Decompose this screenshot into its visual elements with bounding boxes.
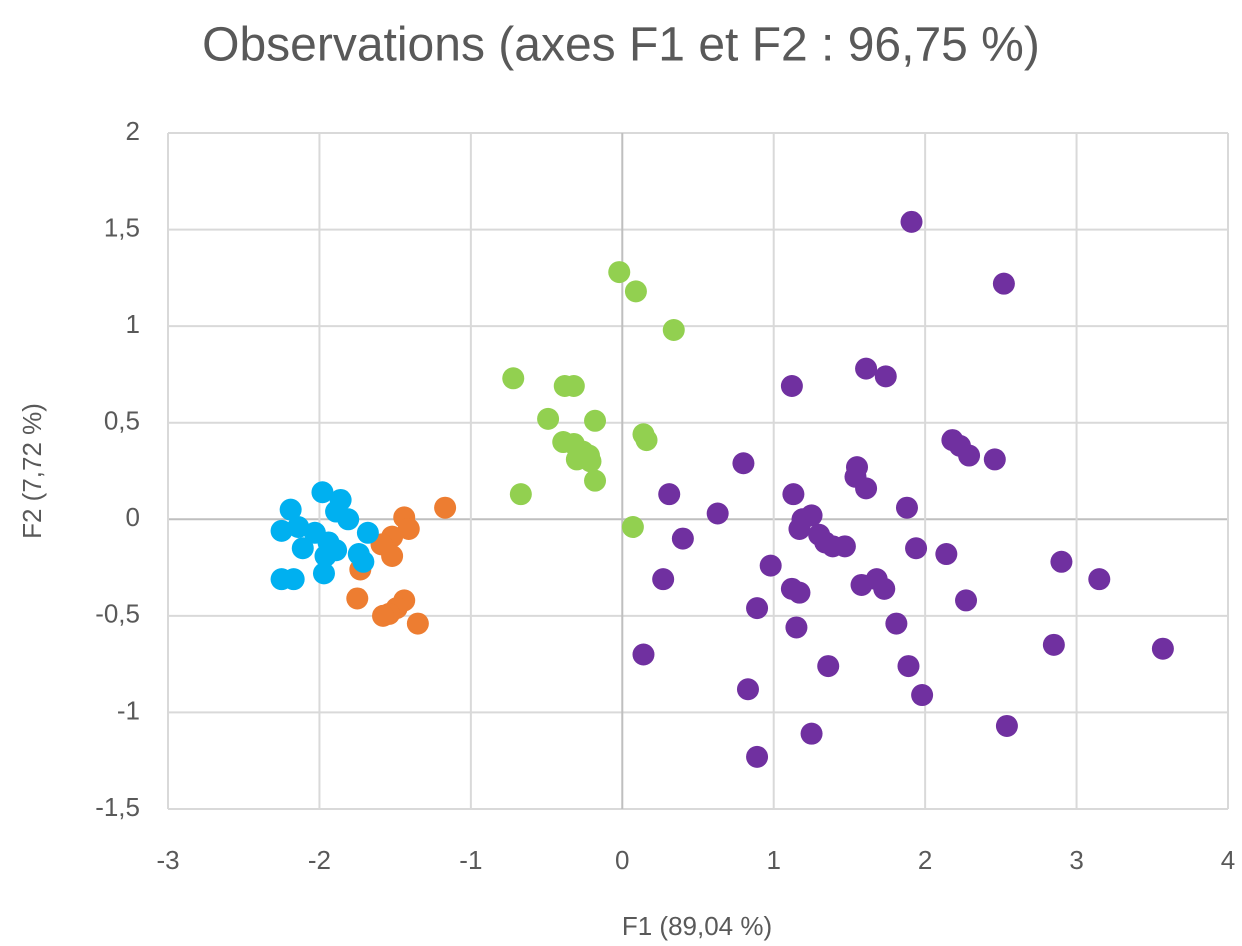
point: [562, 375, 585, 398]
point: [608, 261, 631, 284]
point: [900, 210, 923, 233]
point: [579, 450, 602, 473]
point: [279, 498, 302, 521]
y-tick-label: 2: [126, 116, 140, 146]
point: [1088, 568, 1111, 591]
y-tick-label: 0,5: [104, 406, 140, 436]
point: [434, 496, 457, 519]
point: [1050, 550, 1073, 573]
point: [662, 319, 685, 342]
point: [291, 537, 314, 560]
x-tick-label: 3: [1069, 845, 1083, 875]
chart-title: Observations (axes F1 et F2 : 96,75 %): [202, 19, 1040, 72]
y-tick-label: -1,5: [95, 792, 140, 822]
point: [584, 409, 607, 432]
y-axis-title: F2 (7,72 %): [17, 403, 47, 539]
point: [746, 745, 769, 768]
point: [624, 280, 647, 303]
point: [983, 448, 1006, 471]
point: [788, 581, 811, 604]
point: [635, 429, 658, 452]
point: [874, 365, 897, 388]
point: [800, 722, 823, 745]
point: [788, 517, 811, 540]
point: [905, 537, 928, 560]
point: [270, 519, 293, 542]
point: [502, 367, 525, 390]
point: [736, 678, 759, 701]
point: [381, 544, 404, 567]
y-tick-label: -1: [117, 695, 140, 725]
point: [312, 562, 335, 585]
y-tick-label: 1: [126, 309, 140, 339]
x-tick-label: 4: [1221, 845, 1235, 875]
point: [397, 517, 420, 540]
point: [955, 589, 978, 612]
point: [706, 502, 729, 525]
point: [732, 452, 755, 475]
point: [352, 550, 375, 573]
point: [958, 444, 981, 467]
point: [992, 272, 1015, 295]
y-tick-label: 0: [126, 502, 140, 532]
point: [346, 587, 369, 610]
point: [314, 544, 337, 567]
point: [885, 612, 908, 635]
x-tick-label: 0: [615, 845, 629, 875]
x-tick-label: -3: [156, 845, 179, 875]
point: [1042, 633, 1065, 656]
point: [537, 407, 560, 430]
x-tick-label: 1: [766, 845, 780, 875]
point: [817, 655, 840, 678]
x-tick-label: -2: [308, 845, 331, 875]
point: [282, 568, 305, 591]
point: [372, 604, 395, 627]
point: [311, 481, 334, 504]
point: [995, 714, 1018, 737]
point: [935, 543, 958, 566]
point: [850, 573, 873, 596]
x-axis-title: F1 (89,04 %): [622, 911, 772, 941]
point: [632, 643, 655, 666]
y-tick-label: -0,5: [95, 599, 140, 629]
point: [911, 684, 934, 707]
point: [895, 496, 918, 519]
y-tick-label: 1,5: [104, 212, 140, 242]
x-tick-label: 2: [918, 845, 932, 875]
point: [621, 516, 644, 539]
point: [1151, 637, 1174, 660]
point: [337, 508, 360, 531]
point: [584, 469, 607, 492]
point: [821, 535, 844, 558]
point: [287, 516, 310, 539]
point: [406, 612, 429, 635]
x-tick-label: -1: [459, 845, 482, 875]
point: [658, 483, 681, 506]
point: [855, 357, 878, 380]
point: [897, 655, 920, 678]
point: [356, 521, 379, 544]
point: [652, 568, 675, 591]
point: [759, 554, 782, 577]
point: [671, 527, 694, 550]
point: [509, 483, 532, 506]
point: [780, 375, 803, 398]
point: [855, 477, 878, 500]
point: [782, 483, 805, 506]
point: [746, 597, 769, 620]
point: [785, 616, 808, 639]
point: [873, 577, 896, 600]
